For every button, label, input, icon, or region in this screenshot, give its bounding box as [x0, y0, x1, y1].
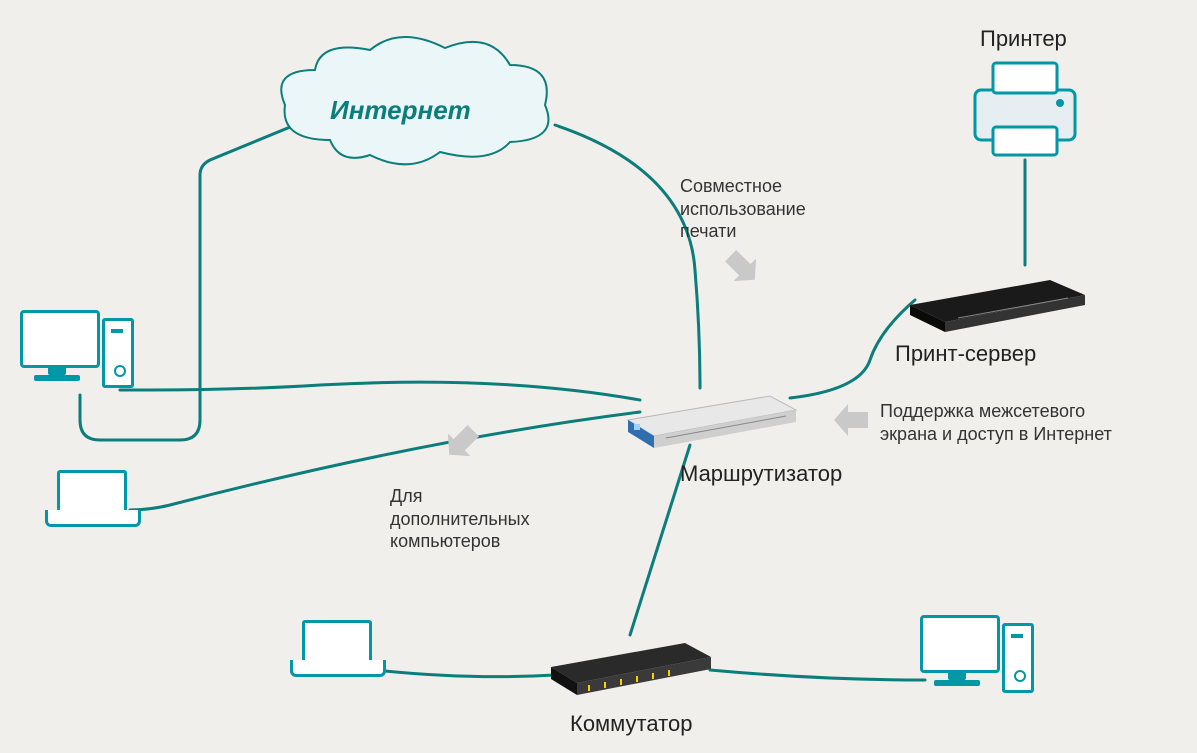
desktop-pc-1-icon — [20, 310, 140, 400]
annotation-extra-pcs: Для дополнительных компьютеров — [390, 485, 530, 553]
wire-router-cloud — [555, 125, 700, 388]
annotation-firewall: Поддержка межсетевого экрана и доступ в … — [880, 400, 1112, 445]
switch-label: Коммутатор — [570, 710, 692, 738]
printer-label: Принтер — [980, 25, 1067, 53]
wire-switch-pc2 — [710, 670, 925, 680]
desktop-pc-2-icon — [920, 615, 1040, 705]
wire-laptop1-router — [130, 412, 640, 510]
printer-icon — [955, 55, 1095, 165]
print-server-icon — [900, 260, 1090, 330]
router-label: Маршрутизатор — [680, 460, 842, 488]
router-icon — [620, 390, 800, 450]
wire-pc1-router — [120, 382, 640, 400]
print-server-label: Принт-сервер — [895, 340, 1036, 368]
wire-switch-laptop2 — [375, 670, 555, 677]
switch-icon — [545, 635, 715, 691]
arrow-firewall-icon — [830, 398, 874, 442]
laptop-2-icon — [290, 620, 380, 680]
laptop-1-icon — [45, 470, 135, 530]
internet-cloud-label: Интернет — [330, 95, 471, 126]
annotation-print-sharing: Совместное использование печати — [680, 175, 806, 243]
